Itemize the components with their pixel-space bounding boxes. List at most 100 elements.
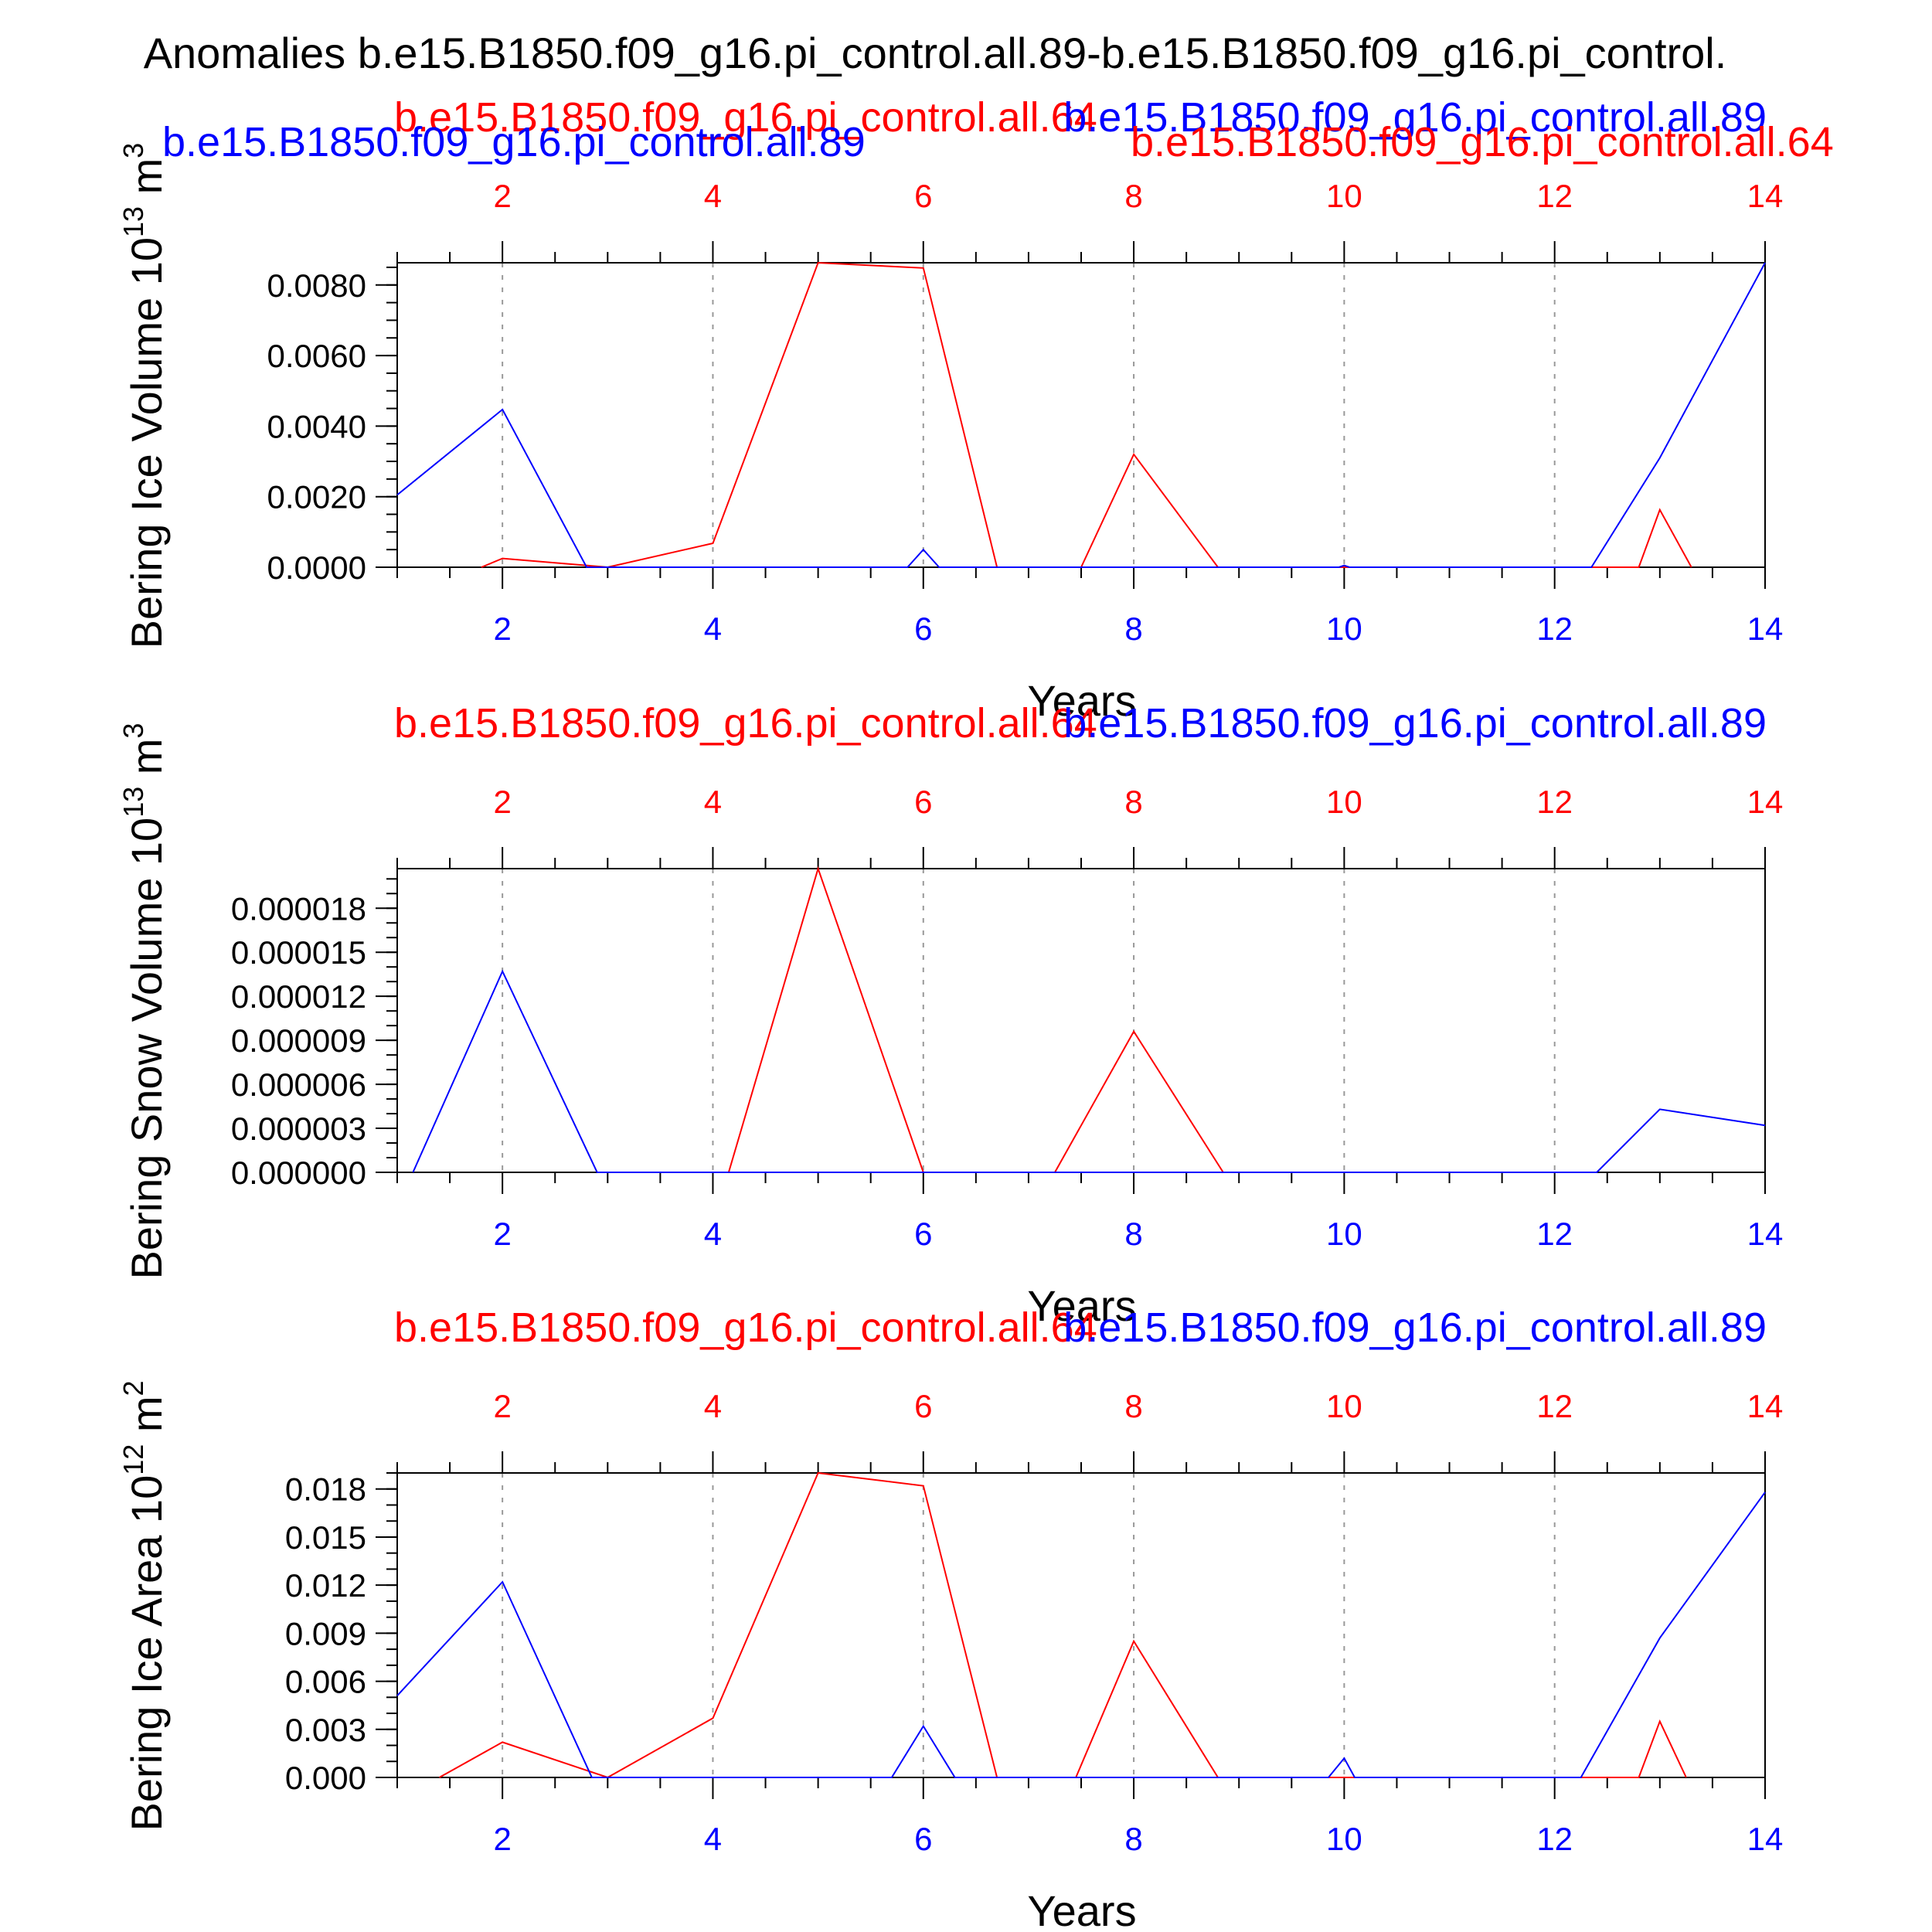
plot-frame [396, 262, 1766, 568]
x-tick-label-top: 10 [1326, 784, 1362, 820]
x-tick-label-top: 2 [493, 178, 511, 214]
y-axis-label-part: 2 [117, 1380, 149, 1396]
series-label-blue: b.e15.B1850.f09_g16.pi_control.all.89 [1063, 700, 1767, 747]
x-tick-label-bottom: 14 [1747, 611, 1784, 647]
y-axis-label-part: 3 [117, 143, 149, 158]
y-tick-label: 0.003 [285, 1712, 366, 1748]
y-tick-label: 0.006 [285, 1664, 366, 1700]
y-axis-label-part: 13 [117, 787, 149, 818]
y-tick-label: 0.0000 [267, 549, 366, 586]
x-tick-label-top: 12 [1536, 784, 1573, 820]
x-tick-label-top: 8 [1124, 1388, 1142, 1424]
x-tick-label-bottom: 6 [914, 611, 932, 647]
series-label-red-extra: b.e15.B1850.f09_g16.pi_control.all.64 [1131, 119, 1834, 165]
panel-2: 0.000000 0.000003 0.000006 0.000009 0.000012… [117, 700, 1783, 1330]
y-axis-label-part: m [122, 1396, 171, 1444]
x-tick-label-bottom: 10 [1326, 1821, 1362, 1857]
y-tick-label: 0.000012 [231, 978, 366, 1015]
x-tick-label-bottom: 4 [704, 611, 722, 647]
x-tick-label-top: 6 [914, 784, 932, 820]
y-tick-label: 0.012 [285, 1567, 366, 1604]
x-tick-label-top: 2 [493, 1388, 511, 1424]
y-tick-label: 0.000 [285, 1760, 366, 1796]
x-axis-label: Years [1027, 676, 1136, 725]
x-tick-label-top: 4 [704, 784, 722, 820]
x-tick-label-bottom: 2 [493, 611, 511, 647]
series-line-red [439, 1471, 1687, 1779]
series-line-blue [396, 1492, 1766, 1778]
x-tick-label-bottom: 8 [1124, 1821, 1142, 1857]
x-tick-label-top: 10 [1326, 1388, 1362, 1424]
y-tick-label: 0.0020 [267, 479, 366, 515]
x-tick-label-top: 12 [1536, 178, 1573, 214]
y-tick-label: 0.0040 [267, 408, 366, 444]
x-tick-label-bottom: 10 [1326, 611, 1362, 647]
series-line-red [727, 866, 1224, 1173]
y-axis-label-part: Bering Ice Volume 10 [122, 237, 171, 648]
x-tick-label-bottom: 6 [914, 1821, 932, 1857]
series-label-red: b.e15.B1850.f09_g16.pi_control.all.64 [394, 94, 1097, 141]
y-axis-label-part: Bering Ice Area 10 [122, 1475, 171, 1832]
series-label-blue-extra: b.e15.B1850.f09_g16.pi_control.all.89 [162, 119, 866, 165]
y-axis-label-part: 13 [117, 206, 149, 237]
series-label-red: b.e15.B1850.f09_g16.pi_control.all.64 [394, 700, 1097, 747]
x-tick-label-bottom: 6 [914, 1216, 932, 1252]
series-line-red [481, 261, 1692, 569]
x-tick-label-bottom: 4 [704, 1821, 722, 1857]
y-axis-label-part: 12 [117, 1444, 149, 1475]
y-axis-label: Bering Ice Area 1012 m2 [117, 1380, 171, 1831]
series-line-blue [412, 969, 1766, 1173]
x-tick-label-bottom: 2 [493, 1216, 511, 1252]
x-tick-label-top: 8 [1124, 784, 1142, 820]
x-tick-label-top: 14 [1747, 784, 1784, 820]
x-tick-label-bottom: 8 [1124, 1216, 1142, 1252]
x-tick-label-top: 4 [704, 178, 722, 214]
x-tick-label-bottom: 12 [1536, 1216, 1573, 1252]
x-tick-label-top: 4 [704, 1388, 722, 1424]
series-label-blue: b.e15.B1850.f09_g16.pi_control.all.89 [1063, 1304, 1767, 1351]
x-tick-label-bottom: 14 [1747, 1821, 1784, 1857]
panel-3: 0.000 0.003 0.006 0.009 0.012 0.015 0.018 2 2 4 4 6… [117, 1304, 1783, 1932]
y-tick-label: 0.000006 [231, 1066, 366, 1103]
main-title: Anomalies b.e15.B1850.f09_g16.pi_control… [144, 29, 1727, 77]
y-tick-label: 0.009 [285, 1615, 366, 1651]
x-tick-label-top: 10 [1326, 178, 1362, 214]
x-tick-label-top: 6 [914, 1388, 932, 1424]
x-tick-label-bottom: 8 [1124, 611, 1142, 647]
y-tick-label: 0.018 [285, 1471, 366, 1508]
x-tick-label-bottom: 12 [1536, 1821, 1573, 1857]
x-tick-label-bottom: 2 [493, 1821, 511, 1857]
y-axis-label: Bering Ice Volume 1013 m3 [117, 143, 171, 649]
y-tick-label: 0.000003 [231, 1111, 366, 1147]
panel-1: 0.0000 0.0020 0.0040 0.0060 0.0080 2 2 4 4 6 6 8 8 10… [117, 94, 1834, 725]
plot-frame [396, 1472, 1766, 1778]
x-tick-label-top: 8 [1124, 178, 1142, 214]
series-label-blue: b.e15.B1850.f09_g16.pi_control.all.89 [1063, 94, 1767, 141]
y-tick-label: 0.000009 [231, 1022, 366, 1059]
x-tick-label-top: 14 [1747, 1388, 1784, 1424]
series-line-blue [396, 262, 1766, 568]
x-tick-label-bottom: 10 [1326, 1216, 1362, 1252]
x-axis-label: Years [1027, 1281, 1136, 1330]
x-tick-label-bottom: 12 [1536, 611, 1573, 647]
x-tick-label-top: 14 [1747, 178, 1784, 214]
y-tick-label: 0.000018 [231, 890, 366, 927]
x-tick-label-top: 12 [1536, 1388, 1573, 1424]
y-axis-label: Bering Snow Volume 1013 m3 [117, 723, 171, 1279]
x-tick-label-bottom: 14 [1747, 1216, 1784, 1252]
series-label-red: b.e15.B1850.f09_g16.pi_control.all.64 [394, 1304, 1097, 1351]
y-tick-label: 0.015 [285, 1519, 366, 1556]
y-axis-label-part: m [122, 739, 171, 787]
y-axis-label-part: 3 [117, 723, 149, 738]
x-tick-label-top: 6 [914, 178, 932, 214]
y-tick-label: 0.000015 [231, 934, 366, 971]
y-tick-label: 0.0060 [267, 338, 366, 374]
x-axis-label: Years [1027, 1886, 1136, 1932]
y-tick-label: 0.000000 [231, 1155, 366, 1191]
x-tick-label-bottom: 4 [704, 1216, 722, 1252]
x-tick-label-top: 2 [493, 784, 511, 820]
y-axis-label-part: m [122, 158, 171, 206]
y-tick-label: 0.0080 [267, 267, 366, 304]
y-axis-label-part: Bering Snow Volume 10 [122, 818, 171, 1280]
